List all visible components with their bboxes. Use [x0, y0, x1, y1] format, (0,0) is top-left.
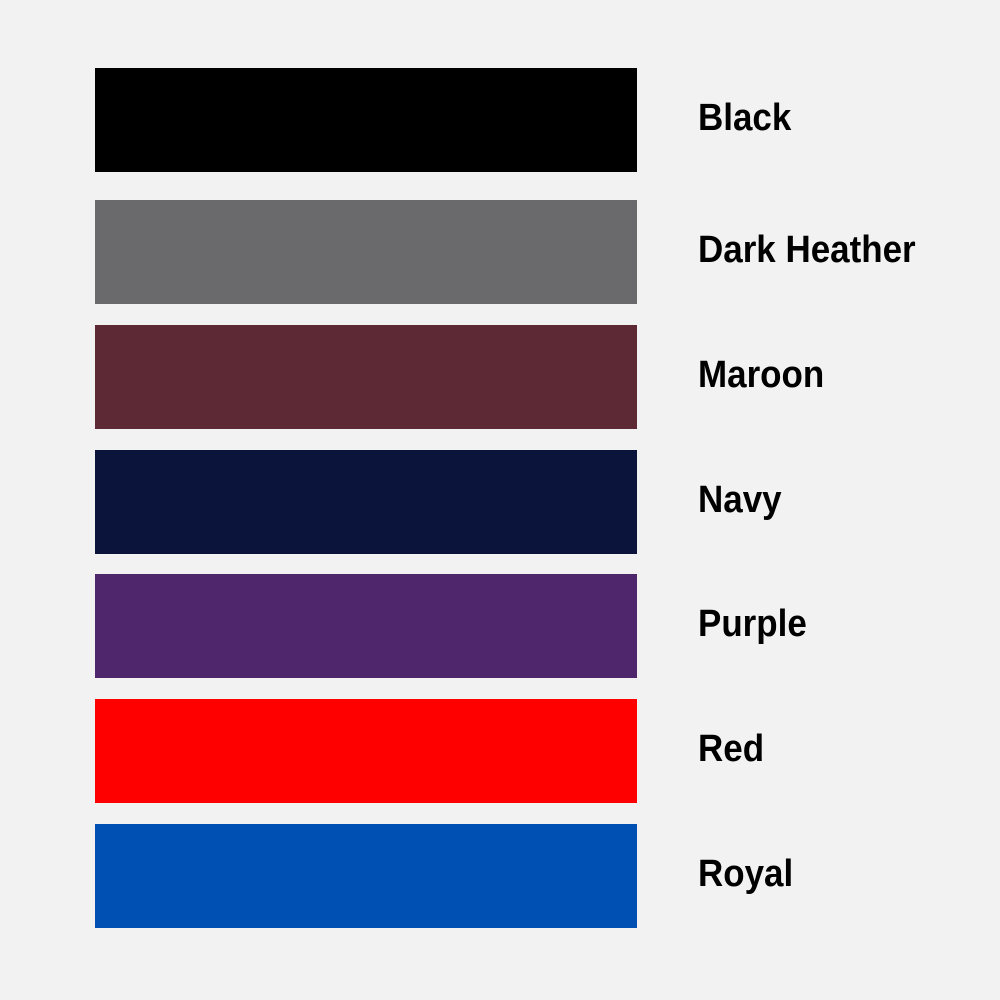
swatch-row-purple: Purple — [0, 574, 1000, 678]
swatch-row-navy: Navy — [0, 450, 1000, 554]
swatch-row-black: Black — [0, 68, 1000, 172]
color-swatch — [95, 325, 637, 429]
swatch-row-maroon: Maroon — [0, 325, 1000, 429]
color-swatch — [95, 200, 637, 304]
color-swatch — [95, 574, 637, 678]
swatch-label: Purple — [698, 603, 807, 645]
swatch-row-dark-heather: Dark Heather — [0, 200, 1000, 304]
swatch-row-red: Red — [0, 699, 1000, 803]
color-swatch — [95, 699, 637, 803]
color-swatch — [95, 450, 637, 554]
swatch-label: Dark Heather — [698, 229, 916, 271]
swatch-label: Maroon — [698, 354, 825, 396]
color-swatch — [95, 68, 637, 172]
swatch-row-royal: Royal — [0, 824, 1000, 928]
swatch-label: Black — [698, 97, 792, 139]
swatch-label: Navy — [698, 479, 782, 521]
color-swatch — [95, 824, 637, 928]
swatch-label: Royal — [698, 853, 794, 895]
swatch-label: Red — [698, 728, 765, 770]
